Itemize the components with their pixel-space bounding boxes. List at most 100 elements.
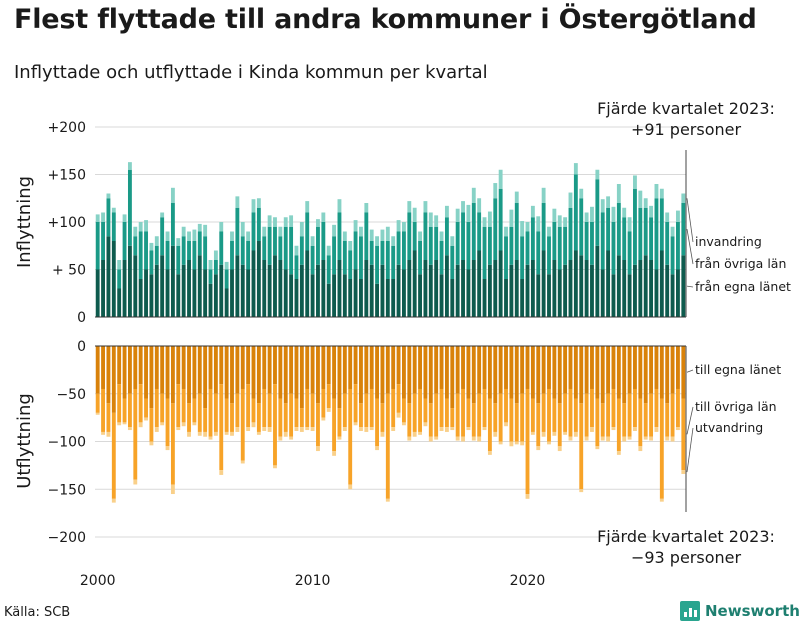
series-label: från egna länet xyxy=(695,279,791,294)
bar-in-från-egna-länet xyxy=(165,269,170,317)
bar-in-från-övriga-län xyxy=(256,207,261,241)
y-tick-label: +150 xyxy=(48,168,86,184)
bar-out-till-övriga-län xyxy=(525,388,530,495)
bar-in-från-egna-länet xyxy=(396,264,401,317)
leader-line xyxy=(686,285,694,288)
bar-out-till-egna-länet xyxy=(353,346,358,385)
bar-out-till-övriga-län xyxy=(590,388,594,428)
bar-out-till-egna-länet xyxy=(359,346,363,404)
annotation-line: Fjärde kvartalet 2023: xyxy=(597,527,775,546)
bar-in-från-övriga-län xyxy=(563,226,568,265)
bar-in-invandring xyxy=(224,261,229,270)
bar-in-från-övriga-län xyxy=(611,222,616,275)
bar-in-från-övriga-län xyxy=(633,188,637,265)
bar-in-invandring xyxy=(251,199,256,213)
bar-out-till-egna-länet xyxy=(487,346,492,399)
bar-out-till-övriga-län xyxy=(224,398,229,432)
bar-in-från-egna-länet xyxy=(493,260,498,317)
bar-out-till-övriga-län xyxy=(160,393,165,423)
bar-out-till-övriga-län xyxy=(584,393,589,437)
bar-out-till-övriga-län xyxy=(256,403,261,432)
bar-out-till-övriga-län xyxy=(595,398,600,447)
bar-out-utvandring xyxy=(187,431,191,437)
bar-in-från-övriga-län xyxy=(622,217,627,260)
bar-in-från-egna-länet xyxy=(616,255,621,317)
bar-in-från-egna-länet xyxy=(407,260,412,317)
bar-out-till-egna-länet xyxy=(450,346,455,409)
bar-in-invandring xyxy=(203,224,208,237)
bar-out-till-egna-länet xyxy=(224,346,229,399)
bar-out-till-övriga-län xyxy=(606,393,611,437)
bar-out-utvandring xyxy=(514,441,519,445)
bar-out-utvandring xyxy=(165,446,170,451)
bar-out-till-egna-länet xyxy=(627,346,632,394)
bar-out-till-egna-länet xyxy=(557,346,562,404)
bar-out-till-egna-länet xyxy=(584,346,589,394)
bar-out-utvandring xyxy=(418,431,422,435)
bar-out-till-egna-länet xyxy=(127,346,132,394)
bar-out-till-egna-länet xyxy=(391,346,396,389)
bar-out-till-egna-länet xyxy=(267,346,272,394)
bar-out-till-egna-länet xyxy=(665,346,670,404)
bar-in-invandring xyxy=(654,184,659,199)
bar-in-från-egna-länet xyxy=(219,264,224,317)
bar-in-från-egna-länet xyxy=(235,255,240,317)
bar-out-utvandring xyxy=(353,422,358,426)
bar-in-från-egna-länet xyxy=(659,250,664,317)
bar-out-till-övriga-län xyxy=(402,398,406,423)
bar-out-till-egna-länet xyxy=(380,346,385,404)
bar-in-invandring xyxy=(676,210,680,222)
bar-in-från-övriga-län xyxy=(520,236,525,279)
bar-out-utvandring xyxy=(627,436,632,440)
bar-in-invandring xyxy=(359,226,363,237)
bar-out-till-övriga-län xyxy=(541,393,546,432)
bar-in-från-övriga-län xyxy=(342,241,347,275)
bar-out-till-egna-länet xyxy=(595,346,600,399)
bar-in-från-övriga-län xyxy=(299,236,304,265)
bar-out-utvandring xyxy=(299,427,304,432)
bar-out-utvandring xyxy=(181,422,186,427)
y-tick-label: −50 xyxy=(56,387,86,403)
bar-in-från-övriga-län xyxy=(348,250,353,279)
bar-out-till-egna-länet xyxy=(240,346,245,389)
bar-out-till-övriga-län xyxy=(385,393,390,499)
series-label: invandring xyxy=(695,234,762,249)
bar-out-utvandring xyxy=(423,422,428,427)
bar-out-till-egna-länet xyxy=(552,346,557,399)
bar-out-till-egna-länet xyxy=(111,346,116,413)
bar-in-från-egna-länet xyxy=(278,260,283,317)
bar-in-från-övriga-län xyxy=(536,231,541,275)
bar-out-till-egna-länet xyxy=(568,346,573,389)
bar-out-till-egna-länet xyxy=(122,346,127,399)
bar-out-till-egna-länet xyxy=(316,346,320,404)
bar-in-invandring xyxy=(407,201,412,213)
y-axis-title-out: Utflyttning xyxy=(14,393,35,489)
bar-out-utvandring xyxy=(289,436,294,440)
bar-out-utvandring xyxy=(380,431,385,437)
bar-in-från-övriga-län xyxy=(122,222,127,260)
bar-in-från-egna-länet xyxy=(520,279,525,317)
bar-in-från-övriga-län xyxy=(353,231,358,270)
bar-in-från-övriga-län xyxy=(246,241,251,270)
bar-in-från-egna-länet xyxy=(633,264,637,317)
bar-in-från-övriga-län xyxy=(681,203,686,256)
bar-in-invandring xyxy=(659,188,664,199)
chart-title: Flest flyttade till andra kommuner i Öst… xyxy=(14,4,757,35)
bar-in-invandring xyxy=(520,221,525,237)
bar-out-till-övriga-län xyxy=(520,393,525,442)
bar-in-från-egna-länet xyxy=(321,260,326,317)
bar-in-från-övriga-län xyxy=(332,236,337,275)
bar-out-till-övriga-län xyxy=(240,388,245,461)
bar-out-utvandring xyxy=(466,427,471,431)
bar-in-invandring xyxy=(525,222,530,232)
bar-out-utvandring xyxy=(504,422,508,427)
bar-in-invandring xyxy=(240,222,245,237)
bar-out-till-övriga-län xyxy=(600,403,605,437)
bar-out-utvandring xyxy=(563,431,568,435)
bar-out-till-egna-länet xyxy=(423,346,428,399)
bar-out-utvandring xyxy=(326,408,331,412)
bar-in-invandring xyxy=(106,193,111,199)
bar-in-invandring xyxy=(364,203,369,213)
bar-in-från-övriga-län xyxy=(101,222,105,260)
annotation-line: −93 personer xyxy=(631,548,742,567)
